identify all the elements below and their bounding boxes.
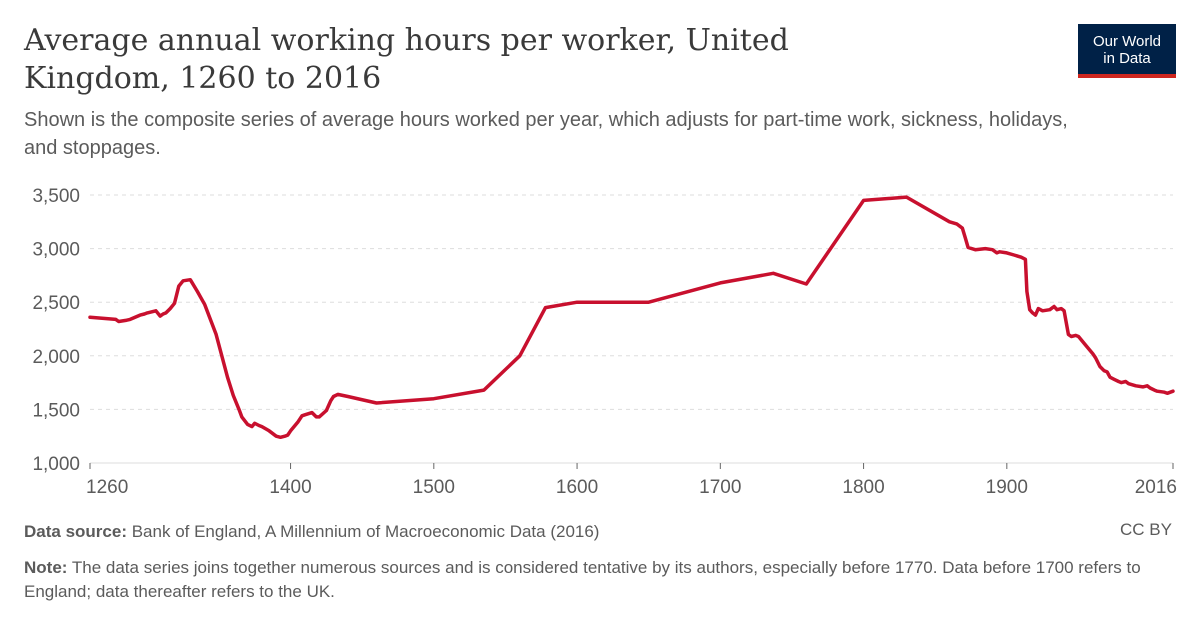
x-tick-label: 1260 bbox=[86, 477, 128, 498]
license-link[interactable]: CC BY bbox=[1120, 520, 1172, 539]
y-tick-label: 3,000 bbox=[32, 240, 80, 261]
y-tick-label: 1,000 bbox=[32, 454, 80, 475]
series-line bbox=[88, 195, 1175, 440]
owid-logo[interactable]: Our World in Data bbox=[1078, 24, 1176, 78]
data-source-label: Data source: bbox=[24, 522, 127, 541]
x-tick-label: 1600 bbox=[556, 477, 598, 498]
line-chart: 1,000 1,500 2,000 2,500 3,000 3,500 1260 1400 15… bbox=[32, 186, 1177, 498]
x-tick-label: 1900 bbox=[986, 477, 1028, 498]
x-tick-label: 1500 bbox=[413, 477, 455, 498]
chart-note: Note: The data series joins together num… bbox=[24, 556, 1164, 604]
chart-subtitle: Shown is the composite series of average… bbox=[24, 109, 1068, 159]
x-tick-label: 2016 bbox=[1135, 477, 1177, 498]
chart-title: Average annual working hours per worker,… bbox=[24, 23, 789, 96]
note-text: The data series joins together numerous … bbox=[24, 558, 1141, 601]
x-tick-label: 1700 bbox=[699, 477, 741, 498]
x-tick-label: 1800 bbox=[842, 477, 884, 498]
note-label: Note: bbox=[24, 558, 68, 577]
y-tick-label: 2,500 bbox=[32, 293, 80, 314]
y-tick-label: 3,500 bbox=[32, 186, 80, 207]
y-tick-label: 2,000 bbox=[32, 347, 80, 368]
logo-line-1: Our World bbox=[1092, 33, 1162, 50]
y-tick-label: 1,500 bbox=[32, 400, 80, 421]
data-source: Data source: Bank of England, A Millenni… bbox=[24, 520, 599, 544]
x-tick-label: 1400 bbox=[269, 477, 311, 498]
logo-line-2: in Data bbox=[1103, 50, 1151, 67]
data-source-text: Bank of England, A Millennium of Macroec… bbox=[131, 522, 600, 541]
